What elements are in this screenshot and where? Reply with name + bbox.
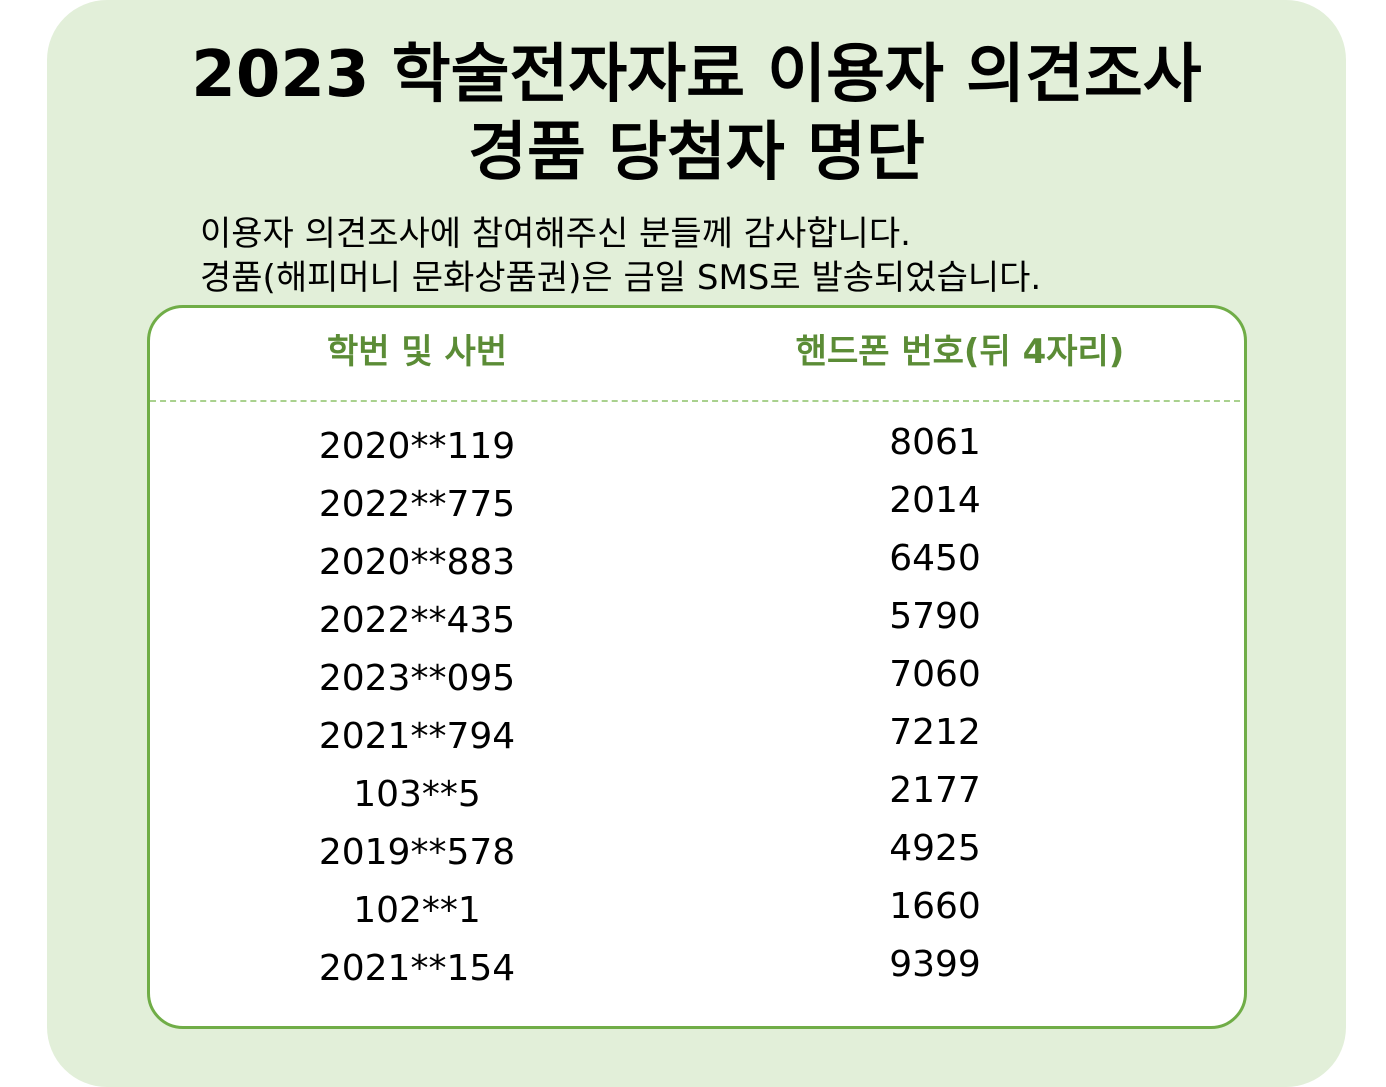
student-id-cell: 103**5 (353, 774, 481, 815)
phone-cell: 1660 (889, 886, 981, 927)
winners-table: 학번 및 사번 핸드폰 번호(뒤 4자리) 2020**119 8061 202… (147, 305, 1247, 1029)
column-header-id: 학번 및 사번 (326, 332, 508, 372)
column-header-phone: 핸드폰 번호(뒤 4자리) (795, 332, 1125, 372)
phone-cell: 8061 (889, 422, 981, 463)
student-id-cell: 2023**095 (318, 658, 516, 699)
page-title-line-1: 2023 학술전자자료 이용자 의견조사 (191, 38, 1202, 112)
student-id-cell: 2020**883 (318, 542, 516, 583)
table-row: 2023**095 7060 (150, 652, 1244, 710)
thank-you-notice: 이용자 의견조사에 참여해주신 분들께 감사합니다. (200, 214, 911, 254)
student-id-cell: 102**1 (353, 890, 481, 931)
phone-cell: 6450 (889, 538, 981, 579)
student-id-cell: 2019**578 (318, 832, 516, 873)
student-id-cell: 2021**154 (318, 948, 516, 989)
phone-cell: 4925 (889, 828, 981, 869)
phone-cell: 2014 (889, 480, 981, 521)
phone-cell: 2177 (889, 770, 981, 811)
table-row: 103**5 2177 (150, 768, 1244, 826)
phone-cell: 7060 (889, 654, 981, 695)
table-row: 2022**435 5790 (150, 594, 1244, 652)
header-divider (150, 400, 1240, 402)
student-id-cell: 2022**775 (318, 484, 516, 525)
table-row: 2022**775 2014 (150, 478, 1244, 536)
phone-cell: 9399 (889, 944, 981, 985)
phone-cell: 7212 (889, 712, 981, 753)
table-row: 2019**578 4925 (150, 826, 1244, 884)
table-row: 2021**794 7212 (150, 710, 1244, 768)
page-title-line-2: 경품 당첨자 명단 (468, 116, 925, 190)
table-row: 2020**883 6450 (150, 536, 1244, 594)
winners-list: 2020**119 8061 2022**775 2014 2020**883 … (150, 420, 1244, 1000)
student-id-cell: 2022**435 (318, 600, 516, 641)
table-row: 2021**154 9399 (150, 942, 1244, 1000)
table-row: 102**1 1660 (150, 884, 1244, 942)
student-id-cell: 2021**794 (318, 716, 516, 757)
table-row: 2020**119 8061 (150, 420, 1244, 478)
student-id-cell: 2020**119 (318, 426, 516, 467)
phone-cell: 5790 (889, 596, 981, 637)
delivery-notice: 경품(해피머니 문화상품권)은 금일 SMS로 발송되었습니다. (200, 258, 1042, 298)
